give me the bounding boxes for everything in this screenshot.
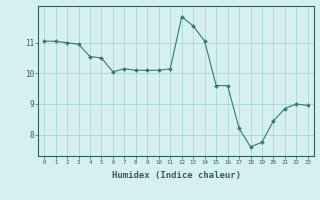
X-axis label: Humidex (Indice chaleur): Humidex (Indice chaleur) xyxy=(111,171,241,180)
